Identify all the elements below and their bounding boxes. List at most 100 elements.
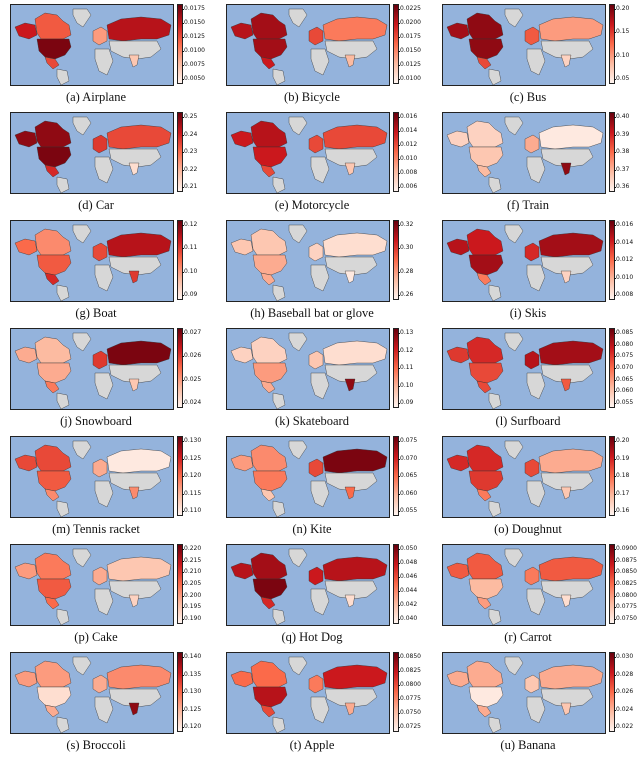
africa-region (526, 264, 546, 292)
map-panel: 0.220 0.215 0.210 0.205 0.200 0.195 0.190 (p) C… (6, 542, 206, 650)
alaska-region (14, 562, 38, 580)
colorbar-tick-label: 0.125 (181, 705, 202, 713)
colorbar-tick-label: 0.10 (613, 51, 630, 59)
colorbar-tick-label: 0.0825 (614, 580, 637, 587)
greenland-region (504, 332, 524, 352)
alaska-region (446, 454, 470, 472)
south-america-region (272, 500, 286, 517)
colorbar-tick-label: 0.0750 (398, 709, 421, 716)
panel-caption: (i) Skis (509, 306, 547, 320)
colorbar-tick-label: 0.0125 (182, 33, 205, 40)
south-america-region (488, 392, 502, 409)
choropleth-map (10, 652, 174, 734)
panel-caption: (r) Carrot (504, 630, 552, 644)
choropleth-map (442, 328, 606, 410)
europe-region (92, 26, 108, 46)
colorbar-tick-label: 0.014 (613, 238, 634, 246)
colorbar-tick-label: 0.11 (397, 364, 414, 371)
colorbar-ticks: 0.20 0.19 0.18 0.17 0.16 (613, 436, 640, 516)
map-svg (446, 332, 604, 409)
europe-region (524, 134, 540, 154)
united-states-region (252, 146, 288, 168)
alaska-region (230, 346, 254, 364)
colorbar-tick-label: 0.055 (613, 399, 634, 406)
canada-region (34, 228, 72, 256)
choropleth-map (226, 112, 390, 194)
choropleth-map (226, 652, 390, 734)
map-panel: 0.027 0.026 0.025 0.024 (j) Snowboard (6, 326, 206, 434)
panel-caption: (f) Train (506, 198, 550, 212)
colorbar-tick-label: 0.022 (613, 723, 634, 730)
mexico-region (44, 272, 60, 286)
canada-region (466, 444, 504, 472)
map-svg (230, 224, 388, 301)
map-panel: 0.030 0.028 0.026 0.024 0.022 (u) Banana (438, 650, 638, 758)
russia-region (538, 448, 604, 474)
map-panel: 0.20 0.15 0.10 0.05 (c) Bus (438, 2, 638, 110)
asia-region (108, 40, 162, 60)
colorbar (177, 328, 183, 408)
canada-region (250, 120, 288, 148)
united-states-region (468, 470, 504, 492)
india-region (128, 702, 140, 716)
colorbar-tick-label: 0.008 (613, 291, 634, 298)
india-region (128, 270, 140, 284)
russia-region (538, 16, 604, 42)
colorbar-tick-label: 0.0100 (182, 47, 205, 54)
colorbar-tick-label: 0.006 (397, 183, 418, 190)
united-states-region (252, 254, 288, 276)
south-america-region (56, 392, 70, 409)
panel-caption: (t) Apple (289, 738, 335, 752)
mexico-region (260, 488, 276, 502)
asia-region (108, 256, 162, 276)
colorbar-tick-label: 0.28 (397, 267, 414, 275)
colorbar-tick-label: 0.26 (397, 291, 414, 298)
united-states-region (36, 686, 72, 708)
map-panel: 0.016 0.014 0.012 0.010 0.008 0.006 (e) Motorc… (222, 110, 422, 218)
europe-region (524, 26, 540, 46)
colorbar (393, 652, 399, 732)
colorbar-ticks: 0.0225 0.0200 0.0175 0.0150 0.0125 0.0100 (398, 4, 440, 84)
panel-caption: (a) Airplane (65, 90, 127, 104)
africa-region (310, 696, 330, 724)
colorbar-tick-label: 0.080 (613, 340, 634, 348)
africa-region (526, 372, 546, 400)
colorbar-ticks: 0.32 0.30 0.28 0.26 (397, 220, 440, 300)
choropleth-map (442, 544, 606, 626)
map-svg (446, 116, 604, 193)
india-region (560, 54, 572, 68)
africa-region (310, 588, 330, 616)
africa-region (94, 372, 114, 400)
canada-region (466, 336, 504, 364)
alaska-region (14, 238, 38, 256)
alaska-region (446, 346, 470, 364)
greenland-region (72, 656, 92, 676)
united-states-region (36, 254, 72, 276)
colorbar-tick-label: 0.21 (181, 183, 198, 190)
south-america-region (272, 68, 286, 85)
colorbar-tick-label: 0.25 (181, 113, 198, 120)
colorbar-tick-label: 0.012 (613, 256, 634, 263)
europe-region (308, 566, 324, 586)
colorbar-tick-label: 0.24 (181, 130, 198, 138)
europe-region (308, 26, 324, 46)
colorbar-tick-label: 0.060 (613, 387, 634, 395)
colorbar-tick-label: 0.046 (397, 573, 418, 580)
colorbar-tick-label: 0.17 (613, 489, 630, 497)
panel-caption: (e) Motorcycle (274, 198, 350, 212)
alaska-region (446, 562, 470, 580)
south-america-region (272, 608, 286, 625)
colorbar-ticks: 0.075 0.070 0.065 0.060 0.055 (397, 436, 440, 516)
colorbar (393, 544, 399, 624)
europe-region (524, 674, 540, 694)
canada-region (466, 12, 504, 40)
united-states-region (252, 686, 288, 708)
colorbar-tick-label: 0.0900 (614, 545, 637, 552)
colorbar-tick-label: 0.0100 (398, 75, 421, 82)
alaska-region (230, 670, 254, 688)
canada-region (34, 336, 72, 364)
united-states-region (36, 146, 72, 168)
map-svg (14, 8, 172, 85)
colorbar-tick-label: 0.0825 (398, 667, 421, 674)
canada-region (466, 228, 504, 256)
